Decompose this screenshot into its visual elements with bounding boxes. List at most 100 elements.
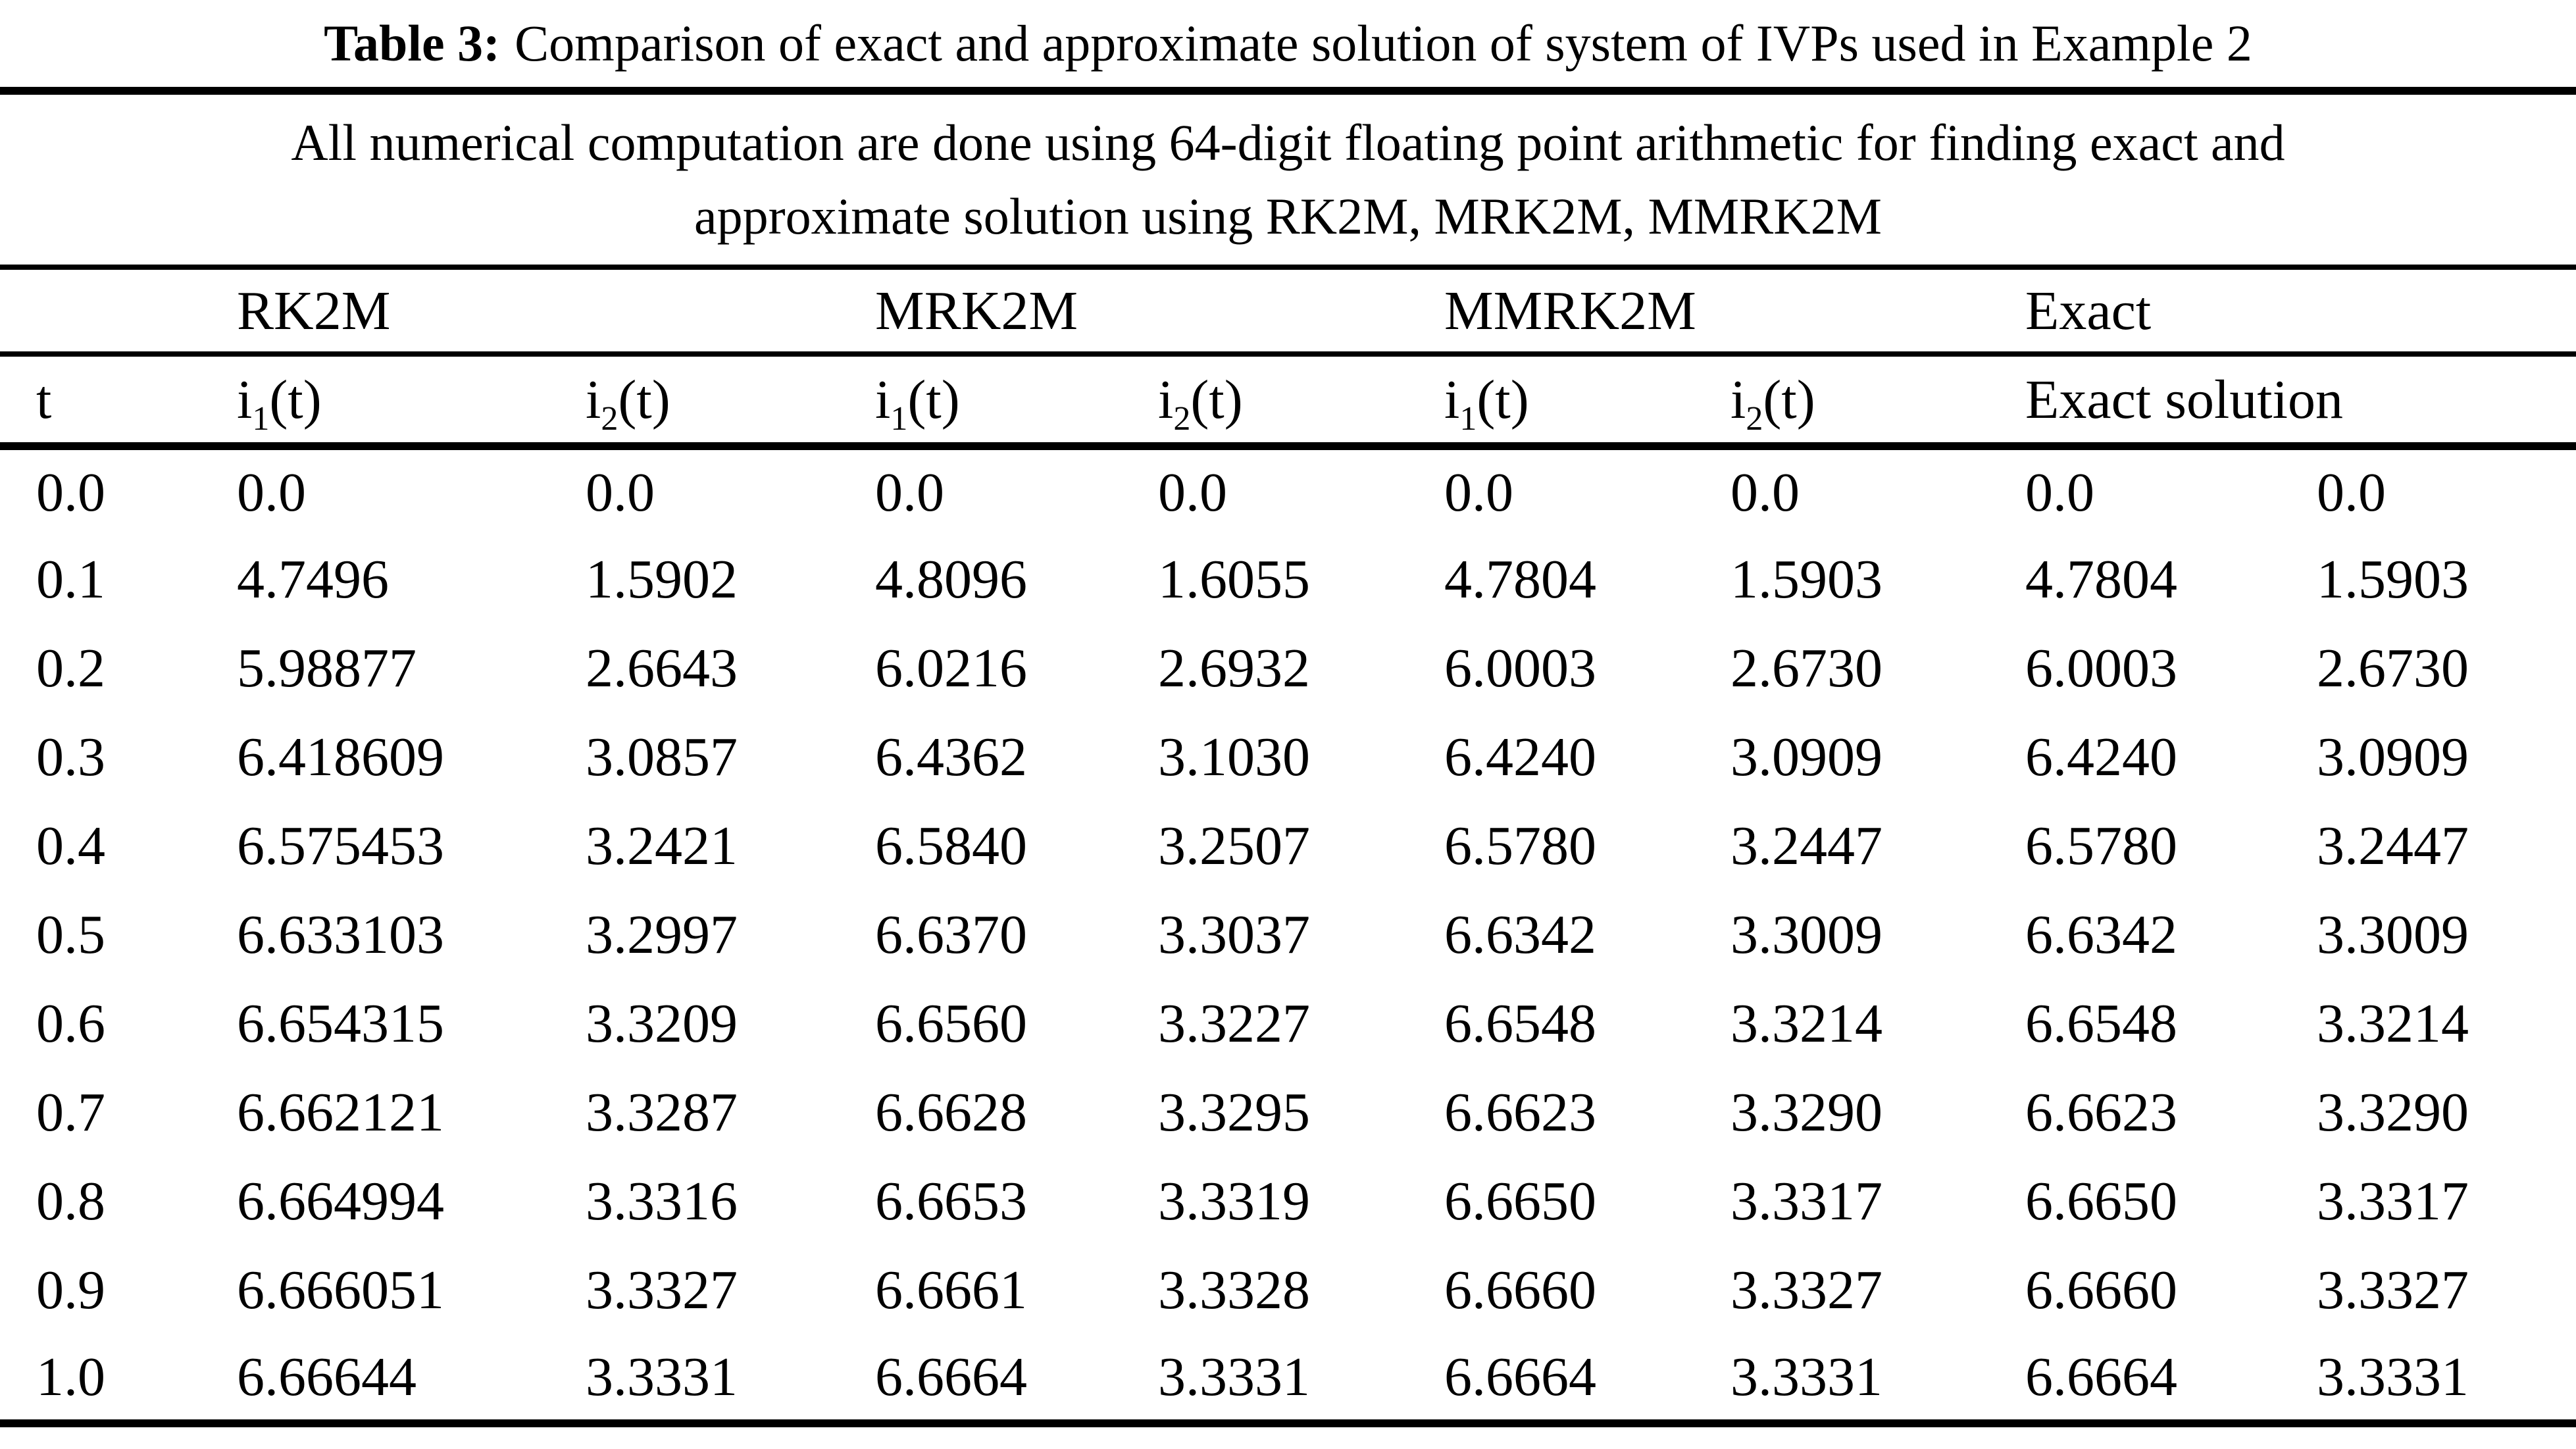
cell-value: 6.0216 <box>875 638 1028 699</box>
cell-value: 3.3290 <box>2317 1082 2469 1143</box>
cell-value: 2.6643 <box>586 638 738 699</box>
cell-value: 6.66644 <box>237 1346 417 1408</box>
cell-value: 3.3214 <box>1730 993 1883 1054</box>
cell-value: 2.6730 <box>1730 638 1883 699</box>
table-row: 0.3 6.418609 3.0857 6.4362 3.1030 6.4240 3.090… <box>0 713 2576 801</box>
col-header-mmrk2m-i1: i1(t) <box>1444 354 1730 446</box>
cell-value: 6.6664 <box>2025 1346 2178 1408</box>
symbol-sub: 1 <box>252 399 270 438</box>
cell-value: 2.6730 <box>2317 638 2469 699</box>
cell-value: 0.0 <box>2317 462 2387 523</box>
cell-value: 4.7496 <box>237 549 389 610</box>
cell-value: 6.6628 <box>875 1082 1028 1143</box>
cell-value: 3.3317 <box>1730 1171 1883 1232</box>
group-header-exact: Exact <box>2025 280 2152 342</box>
cell-value: 6.0003 <box>1444 638 1597 699</box>
cell-value: 3.3290 <box>1730 1082 1883 1143</box>
symbol-base: i <box>1158 369 1174 430</box>
cell-t: 0.8 <box>36 1171 105 1232</box>
cell-value: 1.5902 <box>586 549 738 610</box>
cell-value: 3.3327 <box>1730 1259 1883 1321</box>
cell-value: 6.6650 <box>1444 1171 1597 1232</box>
cell-value: 6.4362 <box>875 726 1028 788</box>
symbol-args: (t) <box>1763 369 1815 430</box>
cell-value: 3.2447 <box>1730 815 1883 877</box>
cell-value: 3.3009 <box>1730 904 1883 965</box>
symbol-args: (t) <box>1190 369 1243 430</box>
table-caption-text: Comparison of exact and approximate solu… <box>515 14 2252 72</box>
cell-value: 1.6055 <box>1158 549 1311 610</box>
symbol-sub: 1 <box>1459 399 1477 438</box>
cell-value: 6.654315 <box>237 993 444 1054</box>
cell-t: 0.1 <box>36 549 105 610</box>
cell-t: 0.4 <box>36 815 105 877</box>
cell-value: 0.0 <box>586 462 655 523</box>
cell-t: 0.0 <box>36 462 105 523</box>
cell-value: 3.2507 <box>1158 815 1311 877</box>
cell-value: 3.3317 <box>2317 1171 2469 1232</box>
cell-value: 3.3316 <box>586 1171 738 1232</box>
symbol-args: (t) <box>618 369 670 430</box>
symbol-sub: 2 <box>1746 399 1763 438</box>
cell-t: 0.2 <box>36 638 105 699</box>
cell-value: 1.5903 <box>2317 549 2469 610</box>
cell-value: 6.662121 <box>237 1082 444 1143</box>
cell-value: 6.6650 <box>2025 1171 2178 1232</box>
cell-value: 0.0 <box>237 462 306 523</box>
cell-value: 5.98877 <box>237 638 417 699</box>
col-header-mrk2m-i1: i1(t) <box>875 354 1158 446</box>
col-header-exact-solution: Exact solution <box>2025 369 2343 430</box>
col-header-rk2m-i1: i1(t) <box>237 354 586 446</box>
symbol-sub: 2 <box>601 399 619 438</box>
cell-t: 0.3 <box>36 726 105 788</box>
cell-value: 3.3209 <box>586 993 738 1054</box>
cell-value: 3.3227 <box>1158 993 1311 1054</box>
cell-value: 6.6342 <box>2025 904 2178 965</box>
cell-value: 0.0 <box>1444 462 1514 523</box>
group-header-mmrk2m: MMRK2M <box>1444 280 1696 342</box>
symbol-sub: 1 <box>890 399 908 438</box>
cell-value: 6.6548 <box>1444 993 1597 1054</box>
cell-t: 0.6 <box>36 993 105 1054</box>
cell-value: 3.1030 <box>1158 726 1311 788</box>
table-body: 0.0 0.0 0.0 0.0 0.0 0.0 0.0 0.0 0.0 0.1 4.7496 1.59… <box>0 446 2576 1423</box>
cell-value: 0.0 <box>875 462 945 523</box>
table-subtitle-line1: All numerical computation are done using… <box>291 114 2285 171</box>
cell-value: 6.6660 <box>1444 1259 1597 1321</box>
cell-value: 4.7804 <box>2025 549 2178 610</box>
cell-value: 3.2997 <box>586 904 738 965</box>
group-header-rk2m: RK2M <box>237 280 391 342</box>
cell-value: 6.418609 <box>237 726 444 788</box>
cell-t: 0.7 <box>36 1082 105 1143</box>
cell-value: 3.0909 <box>1730 726 1883 788</box>
table-row: 0.2 5.98877 2.6643 6.0216 2.6932 6.0003 2.6730… <box>0 624 2576 713</box>
cell-value: 6.666051 <box>237 1259 444 1321</box>
cell-t: 0.9 <box>36 1259 105 1321</box>
group-header-mrk2m: MRK2M <box>875 280 1078 342</box>
table-row: 0.6 6.654315 3.3209 6.6560 3.3227 6.6548 3.321… <box>0 979 2576 1068</box>
cell-value: 3.3009 <box>2317 904 2469 965</box>
horizontal-rule-subtitle <box>0 265 2576 270</box>
symbol-base: i <box>1730 369 1746 430</box>
cell-value: 6.6560 <box>875 993 1028 1054</box>
table-row: 0.4 6.575453 3.2421 6.5840 3.2507 6.5780 3.244… <box>0 801 2576 890</box>
symbol-base: i <box>1444 369 1460 430</box>
table-row: 0.0 0.0 0.0 0.0 0.0 0.0 0.0 0.0 0.0 <box>0 446 2576 535</box>
cell-value: 4.8096 <box>875 549 1028 610</box>
cell-value: 6.6342 <box>1444 904 1597 965</box>
horizontal-rule-top <box>0 87 2576 95</box>
cell-value: 0.0 <box>1158 462 1228 523</box>
symbol-args: (t) <box>1477 369 1529 430</box>
cell-value: 6.4240 <box>2025 726 2178 788</box>
cell-value: 6.5840 <box>875 815 1028 877</box>
cell-value: 2.6932 <box>1158 638 1311 699</box>
table-subtitle: All numerical computation are done using… <box>0 95 2576 265</box>
symbol-args: (t) <box>907 369 960 430</box>
col-header-rk2m-i2: i2(t) <box>586 354 875 446</box>
cell-value: 3.3331 <box>1730 1346 1883 1408</box>
cell-value: 3.2447 <box>2317 815 2469 877</box>
cell-value: 1.5903 <box>1730 549 1883 610</box>
symbol-sub: 2 <box>1173 399 1191 438</box>
cell-value: 6.575453 <box>237 815 444 877</box>
cell-value: 3.3331 <box>586 1346 738 1408</box>
